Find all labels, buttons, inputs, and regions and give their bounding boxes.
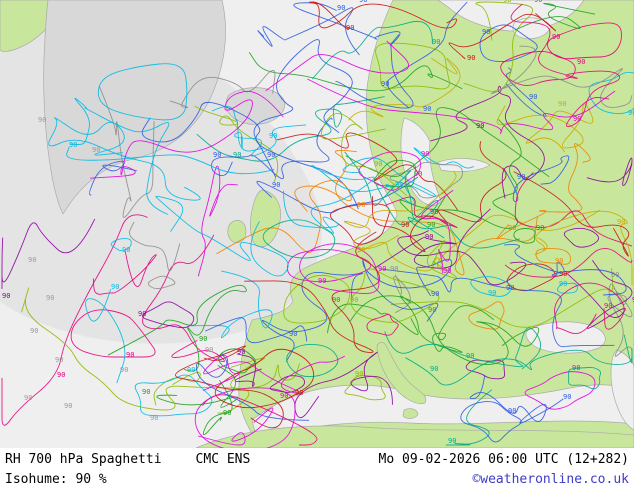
copyright-link[interactable]: ©weatheronline.co.uk — [472, 472, 629, 487]
svg-text:90: 90 — [506, 284, 514, 292]
svg-text:90: 90 — [111, 283, 119, 291]
svg-text:90: 90 — [428, 306, 436, 314]
svg-text:90: 90 — [604, 302, 612, 310]
svg-text:90: 90 — [350, 296, 358, 304]
caption-bar: RH 700 hPa Spaghetti CMC ENS Mo 09-02-202… — [0, 448, 634, 490]
svg-text:90: 90 — [355, 370, 363, 378]
svg-text:90: 90 — [559, 280, 567, 288]
svg-text:90: 90 — [534, 0, 542, 4]
svg-text:90: 90 — [142, 388, 150, 396]
svg-text:90: 90 — [425, 233, 433, 241]
svg-text:90: 90 — [64, 402, 72, 410]
svg-text:90: 90 — [28, 256, 36, 264]
svg-text:90: 90 — [357, 201, 365, 209]
svg-text:90: 90 — [122, 246, 130, 254]
svg-text:90: 90 — [482, 28, 490, 36]
svg-text:90: 90 — [390, 265, 398, 273]
svg-text:90: 90 — [57, 371, 65, 379]
svg-text:90: 90 — [374, 160, 382, 168]
svg-text:90: 90 — [632, 296, 634, 304]
spaghetti-map: 90 90 90 90 90 90 90 90 90 90 90 90 90 90 90 90 90 90 90 90… — [0, 0, 634, 448]
svg-text:90: 90 — [378, 265, 386, 273]
svg-text:90: 90 — [359, 0, 367, 4]
svg-text:90: 90 — [267, 151, 275, 159]
valid-datetime: Mo 09-02-2026 06:00 UTC (12+282) — [378, 452, 629, 467]
svg-text:90: 90 — [295, 389, 303, 397]
svg-text:90: 90 — [611, 271, 619, 279]
map-area: 90 90 90 90 90 90 90 90 90 90 90 90 90 90 90 90 90 90 90 90… — [0, 0, 634, 448]
svg-text:90: 90 — [272, 181, 280, 189]
svg-text:90: 90 — [559, 270, 567, 278]
svg-text:90: 90 — [289, 330, 297, 338]
svg-text:90: 90 — [138, 310, 146, 318]
svg-text:90: 90 — [69, 141, 77, 149]
svg-text:90: 90 — [205, 346, 213, 354]
svg-text:90: 90 — [237, 348, 245, 356]
svg-text:90: 90 — [269, 132, 277, 140]
svg-text:90: 90 — [92, 146, 100, 154]
svg-text:90: 90 — [517, 173, 525, 181]
model-name: CMC ENS — [195, 452, 251, 467]
svg-text:90: 90 — [55, 356, 63, 364]
svg-text:90: 90 — [24, 394, 32, 402]
svg-text:90: 90 — [488, 289, 496, 297]
svg-text:90: 90 — [508, 224, 516, 232]
svg-text:90: 90 — [529, 93, 537, 101]
svg-text:90: 90 — [443, 267, 451, 275]
svg-text:90: 90 — [432, 38, 440, 46]
svg-text:90: 90 — [414, 170, 422, 178]
svg-text:90: 90 — [150, 414, 158, 422]
svg-text:90: 90 — [572, 364, 580, 372]
svg-text:90: 90 — [401, 221, 409, 229]
product-title: RH 700 hPa Spaghetti — [5, 452, 162, 467]
contour-label-layer: 90 90 90 90 90 90 90 90 90 90 90 90 90 90 90 90 90 90 90 90… — [2, 0, 634, 445]
svg-text:90: 90 — [503, 0, 511, 4]
svg-text:90: 90 — [120, 366, 128, 374]
svg-text:90: 90 — [573, 115, 581, 123]
svg-text:90: 90 — [381, 80, 389, 88]
svg-text:90: 90 — [466, 352, 474, 360]
svg-text:90: 90 — [187, 366, 195, 374]
svg-text:90: 90 — [448, 437, 456, 445]
svg-text:90: 90 — [357, 246, 365, 254]
svg-text:90: 90 — [233, 151, 241, 159]
svg-text:90: 90 — [536, 224, 544, 232]
svg-text:90: 90 — [337, 4, 345, 12]
svg-text:90: 90 — [563, 393, 571, 401]
svg-text:90: 90 — [199, 335, 207, 343]
svg-text:90: 90 — [223, 409, 231, 417]
svg-text:90: 90 — [421, 150, 429, 158]
svg-text:90: 90 — [431, 290, 439, 298]
svg-text:90: 90 — [476, 122, 484, 130]
svg-text:90: 90 — [332, 296, 340, 304]
land-overlay-layer — [195, 341, 634, 448]
svg-text:90: 90 — [427, 221, 435, 229]
svg-text:90: 90 — [508, 407, 516, 415]
spaghetti-layer — [1, 1, 634, 448]
svg-text:90: 90 — [628, 109, 634, 117]
svg-text:90: 90 — [126, 351, 134, 359]
svg-text:90: 90 — [430, 208, 438, 216]
isohume-label: Isohume: 90 % — [5, 472, 107, 487]
svg-text:90: 90 — [46, 294, 54, 302]
svg-text:90: 90 — [555, 257, 563, 265]
svg-text:90: 90 — [395, 181, 403, 189]
svg-text:90: 90 — [558, 100, 566, 108]
svg-text:90: 90 — [617, 218, 625, 226]
svg-text:90: 90 — [423, 105, 431, 113]
svg-text:90: 90 — [318, 277, 326, 285]
svg-text:90: 90 — [213, 151, 221, 159]
svg-text:90: 90 — [467, 54, 475, 62]
svg-text:90: 90 — [280, 392, 288, 400]
svg-text:90: 90 — [430, 365, 438, 373]
svg-text:90: 90 — [2, 292, 10, 300]
svg-text:90: 90 — [552, 33, 560, 41]
svg-text:90: 90 — [346, 24, 354, 32]
svg-text:90: 90 — [30, 327, 38, 335]
svg-text:90: 90 — [38, 116, 46, 124]
svg-text:90: 90 — [577, 58, 585, 66]
product-and-model: RH 700 hPa Spaghetti CMC ENS — [5, 450, 250, 470]
